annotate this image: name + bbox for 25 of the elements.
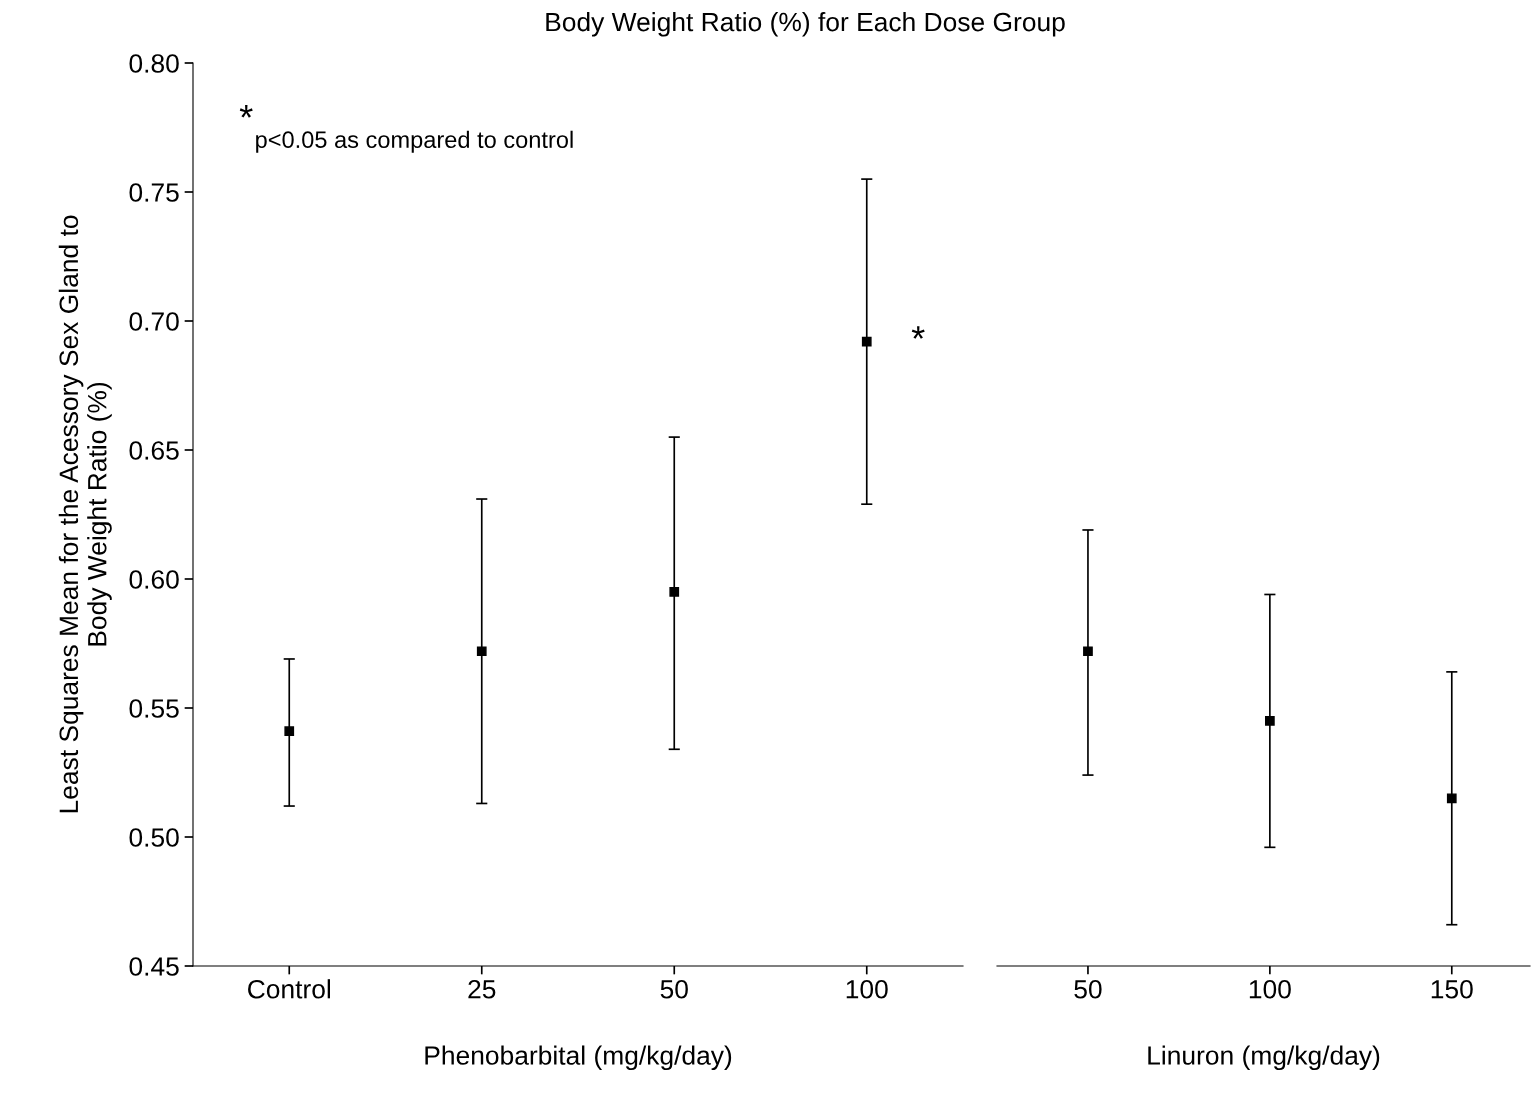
x-axis-title: Phenobarbital (mg/kg/day) — [425, 1045, 732, 1071]
y-tick-label: 0.50 — [129, 828, 179, 847]
x-tick-label: 25 — [468, 979, 496, 999]
y-axis-title: Least Squares Mean for the Acessory Sex Gland to Body Weight Ratio (%) — [58, 215, 112, 813]
x-tick-label: 50 — [1074, 979, 1102, 999]
point — [284, 726, 295, 737]
y-tick-label: 0.70 — [129, 312, 179, 331]
x-tick-label: 100 — [1249, 979, 1291, 999]
point — [669, 587, 680, 597]
x-tick-label: Control — [248, 979, 331, 999]
y-tick-label: 0.80 — [129, 54, 179, 73]
x-tick-label: 50 — [660, 979, 688, 999]
annotation: *p<0.05 as compared to control — [239, 104, 573, 153]
x-axis-title: Linuron (mg/kg/day) — [1148, 1045, 1380, 1071]
y-tick-label: 0.60 — [129, 570, 179, 589]
y-tick-label: 0.75 — [129, 183, 179, 202]
chart-title: Body Weight Ratio (%) for Each Dose Group — [546, 12, 1065, 37]
y-tick-label: 0.65 — [129, 441, 179, 460]
y-tick-label: 0.45 — [129, 957, 179, 976]
point — [476, 646, 487, 657]
point — [861, 336, 872, 347]
annotation: * — [911, 326, 925, 339]
y-tick-label: 0.55 — [129, 699, 179, 718]
x-tick-label: 150 — [1431, 979, 1473, 999]
x-tick-label: 100 — [846, 979, 888, 999]
